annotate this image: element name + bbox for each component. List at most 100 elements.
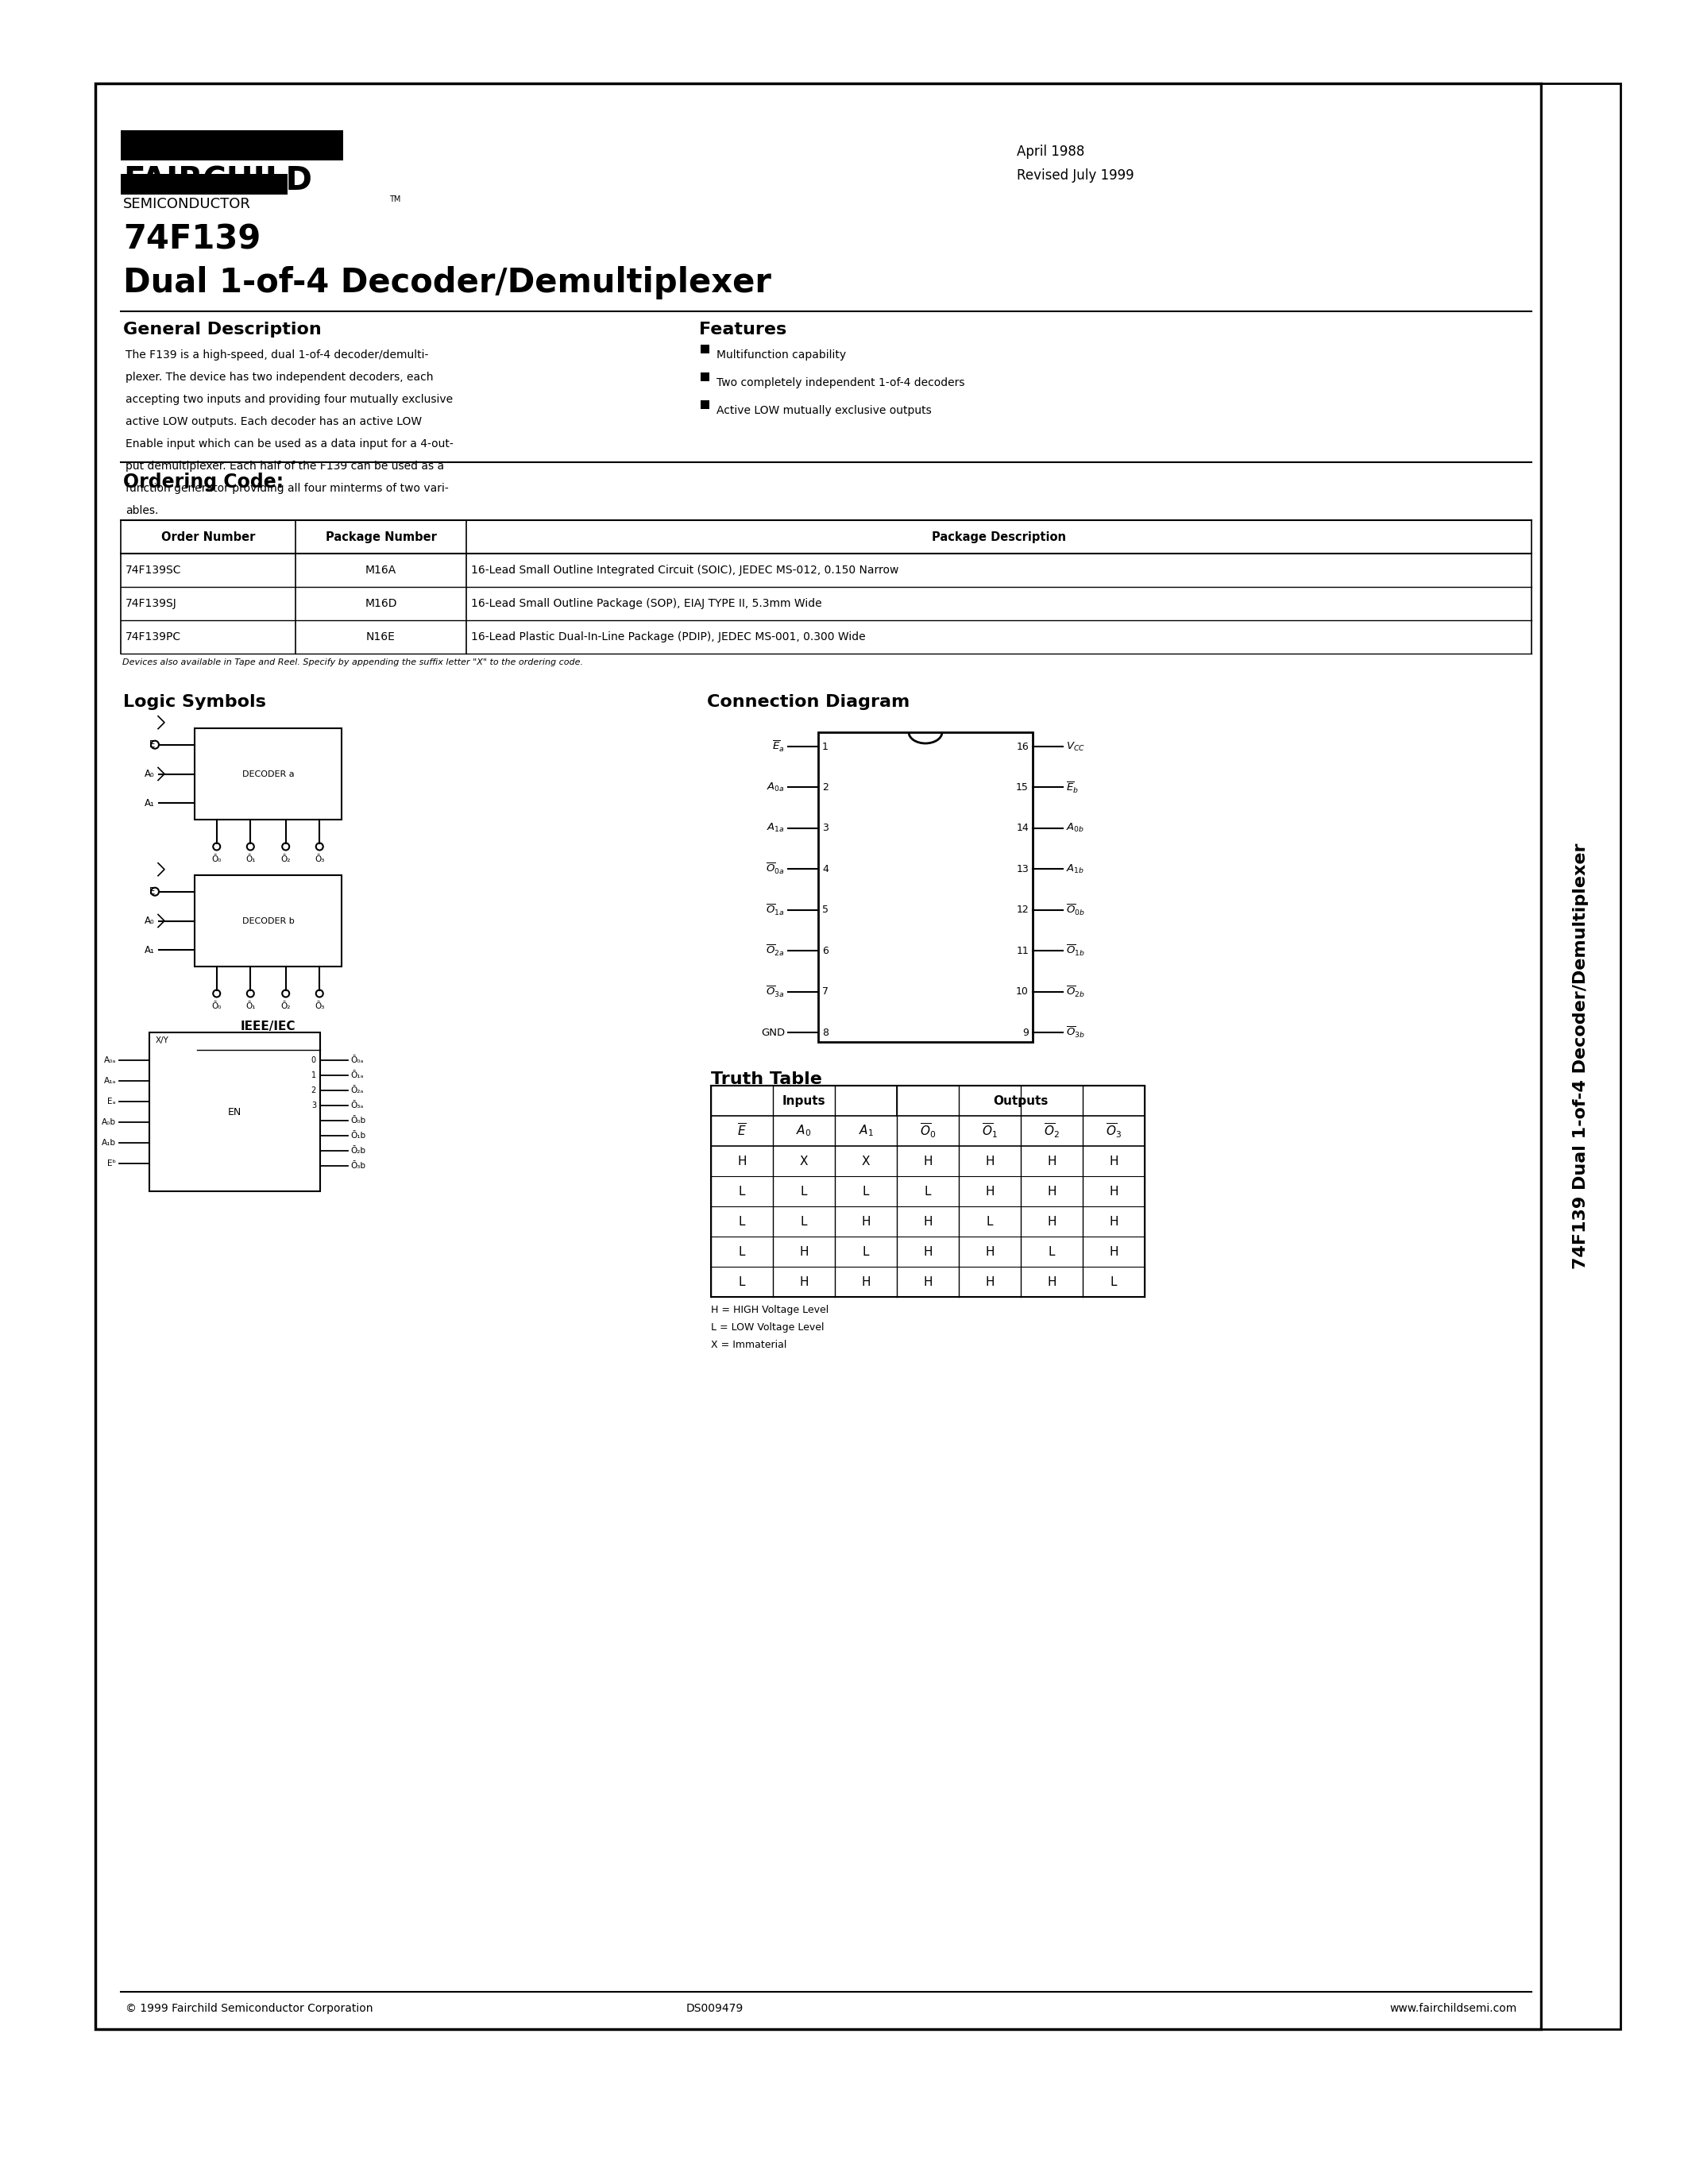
Text: Logic Symbols: Logic Symbols (123, 695, 267, 710)
Text: N16E: N16E (366, 631, 395, 642)
Text: active LOW outputs. Each decoder has an active LOW: active LOW outputs. Each decoder has an … (125, 417, 422, 428)
Text: Order Number: Order Number (160, 531, 255, 544)
Text: Ō₁b: Ō₁b (351, 1131, 366, 1140)
Text: 16-Lead Plastic Dual-In-Line Package (PDIP), JEDEC MS-001, 0.300 Wide: 16-Lead Plastic Dual-In-Line Package (PD… (471, 631, 866, 642)
Text: FAIRCHILD: FAIRCHILD (123, 166, 312, 197)
Text: 0: 0 (311, 1057, 316, 1064)
Text: H: H (1047, 1186, 1057, 1197)
Text: H: H (1109, 1245, 1117, 1258)
Bar (95, 83, 1541, 2029)
Text: Outputs: Outputs (993, 1094, 1048, 1107)
Text: plexer. The device has two independent decoders, each: plexer. The device has two independent d… (125, 371, 434, 382)
Text: 3: 3 (822, 823, 829, 834)
Text: 14: 14 (1016, 823, 1028, 834)
Text: 4: 4 (822, 865, 829, 874)
Text: A₀b: A₀b (101, 1118, 116, 1127)
Text: www.fairchildsemi.com: www.fairchildsemi.com (1389, 2003, 1518, 2014)
Text: 74F139 Dual 1-of-4 Decoder/Demultiplexer: 74F139 Dual 1-of-4 Decoder/Demultiplexer (1573, 843, 1588, 1269)
Text: $\overline{O}_{2b}$: $\overline{O}_{2b}$ (1067, 985, 1085, 998)
Text: IEEE/IEC: IEEE/IEC (240, 1020, 295, 1033)
Text: H: H (986, 1275, 994, 1289)
Text: $\overline{O}_1$: $\overline{O}_1$ (982, 1123, 998, 1140)
Bar (122, 131, 343, 159)
Text: $\overline{O}_{0a}$: $\overline{O}_{0a}$ (766, 863, 785, 876)
Text: A₀ₐ: A₀ₐ (103, 1057, 116, 1064)
Bar (701, 400, 709, 408)
Text: $A_{1a}$: $A_{1a}$ (766, 821, 785, 834)
Bar (701, 373, 709, 382)
Text: H = HIGH Voltage Level: H = HIGH Voltage Level (711, 1304, 829, 1315)
Bar (194, 876, 341, 968)
Bar (701, 345, 709, 354)
Text: put demultiplexer. Each half of the F139 can be used as a: put demultiplexer. Each half of the F139… (125, 461, 444, 472)
Text: H: H (1047, 1275, 1057, 1289)
Text: 13: 13 (1016, 865, 1028, 874)
Text: ables.: ables. (125, 505, 159, 515)
Text: DECODER a: DECODER a (241, 771, 294, 778)
Text: 2: 2 (311, 1085, 316, 1094)
Text: $\overline{O}_{3b}$: $\overline{O}_{3b}$ (1067, 1024, 1085, 1040)
Text: $A_1$: $A_1$ (858, 1123, 873, 1138)
Text: Ō₃b: Ō₃b (351, 1162, 365, 1171)
Text: $\overline{O}_{2a}$: $\overline{O}_{2a}$ (766, 943, 785, 959)
Text: H: H (861, 1216, 871, 1227)
Text: A₀: A₀ (145, 769, 155, 780)
Text: X: X (800, 1155, 809, 1166)
Text: $A_{0a}$: $A_{0a}$ (766, 782, 785, 793)
Text: Ō₁: Ō₁ (245, 856, 255, 863)
Text: Devices also available in Tape and Reel. Specify by appending the suffix letter : Devices also available in Tape and Reel.… (122, 657, 582, 666)
Text: A₀: A₀ (145, 915, 155, 926)
Text: Dual 1-of-4 Decoder/Demultiplexer: Dual 1-of-4 Decoder/Demultiplexer (123, 266, 771, 299)
Text: Ō₀: Ō₀ (211, 1002, 221, 1011)
Text: H: H (923, 1245, 932, 1258)
Text: 74F139: 74F139 (123, 223, 260, 256)
Text: 74F139PC: 74F139PC (125, 631, 181, 642)
Text: H: H (1109, 1155, 1117, 1166)
Text: Ō₁: Ō₁ (245, 1002, 255, 1011)
Text: Package Description: Package Description (932, 531, 1067, 544)
Text: Active LOW mutually exclusive outputs: Active LOW mutually exclusive outputs (716, 404, 932, 417)
Text: 10: 10 (1016, 987, 1028, 996)
Text: L: L (739, 1245, 746, 1258)
Text: TM: TM (390, 194, 400, 203)
Text: Eᵇ: Eᵇ (108, 1160, 116, 1168)
Text: Enable input which can be used as a data input for a 4-out-: Enable input which can be used as a data… (125, 439, 454, 450)
Text: H: H (986, 1245, 994, 1258)
Text: 15: 15 (1016, 782, 1028, 793)
Text: A₁b: A₁b (101, 1138, 116, 1147)
Text: 9: 9 (1023, 1026, 1028, 1037)
Text: $\overline{O}_{1b}$: $\overline{O}_{1b}$ (1067, 943, 1085, 959)
Bar (149, 1033, 321, 1190)
Text: $\overline{O}_3$: $\overline{O}_3$ (1106, 1123, 1121, 1140)
Text: L: L (800, 1216, 807, 1227)
Text: H: H (800, 1245, 809, 1258)
Text: EN: EN (228, 1107, 241, 1116)
Text: $\overline{O}_{0b}$: $\overline{O}_{0b}$ (1067, 902, 1085, 917)
Text: Ō₂ₐ: Ō₂ₐ (351, 1085, 363, 1094)
Text: 16-Lead Small Outline Package (SOP), EIAJ TYPE II, 5.3mm Wide: 16-Lead Small Outline Package (SOP), EIA… (471, 598, 822, 609)
Text: H: H (738, 1155, 746, 1166)
Text: 2: 2 (822, 782, 829, 793)
Text: M16D: M16D (365, 598, 397, 609)
Text: $\overline{O}_{1a}$: $\overline{O}_{1a}$ (766, 902, 785, 917)
Text: L: L (986, 1216, 993, 1227)
Text: $\overline{E}_a$: $\overline{E}_a$ (773, 738, 785, 753)
Text: E: E (149, 740, 155, 749)
Text: $V_{CC}$: $V_{CC}$ (1067, 740, 1085, 753)
Text: Ordering Code:: Ordering Code: (123, 472, 284, 491)
Text: Ō₂b: Ō₂b (351, 1147, 365, 1155)
Text: $\overline{O}_2$: $\overline{O}_2$ (1043, 1123, 1060, 1140)
Text: The F139 is a high-speed, dual 1-of-4 decoder/demulti-: The F139 is a high-speed, dual 1-of-4 de… (125, 349, 429, 360)
Text: H: H (986, 1155, 994, 1166)
Text: 74F139SC: 74F139SC (125, 566, 182, 577)
Text: DS009479: DS009479 (687, 2003, 744, 2014)
Text: H: H (986, 1186, 994, 1197)
Text: Ō₂: Ō₂ (280, 1002, 290, 1011)
Text: Ō₃ₐ: Ō₃ₐ (351, 1101, 363, 1109)
Text: 11: 11 (1016, 946, 1028, 957)
Text: 5: 5 (822, 904, 829, 915)
Text: 16-Lead Small Outline Integrated Circuit (SOIC), JEDEC MS-012, 0.150 Narrow: 16-Lead Small Outline Integrated Circuit… (471, 566, 898, 577)
Text: Ō₀: Ō₀ (211, 856, 221, 863)
Text: Ō₀ₐ: Ō₀ₐ (351, 1057, 363, 1064)
Text: X/Y: X/Y (155, 1037, 169, 1044)
